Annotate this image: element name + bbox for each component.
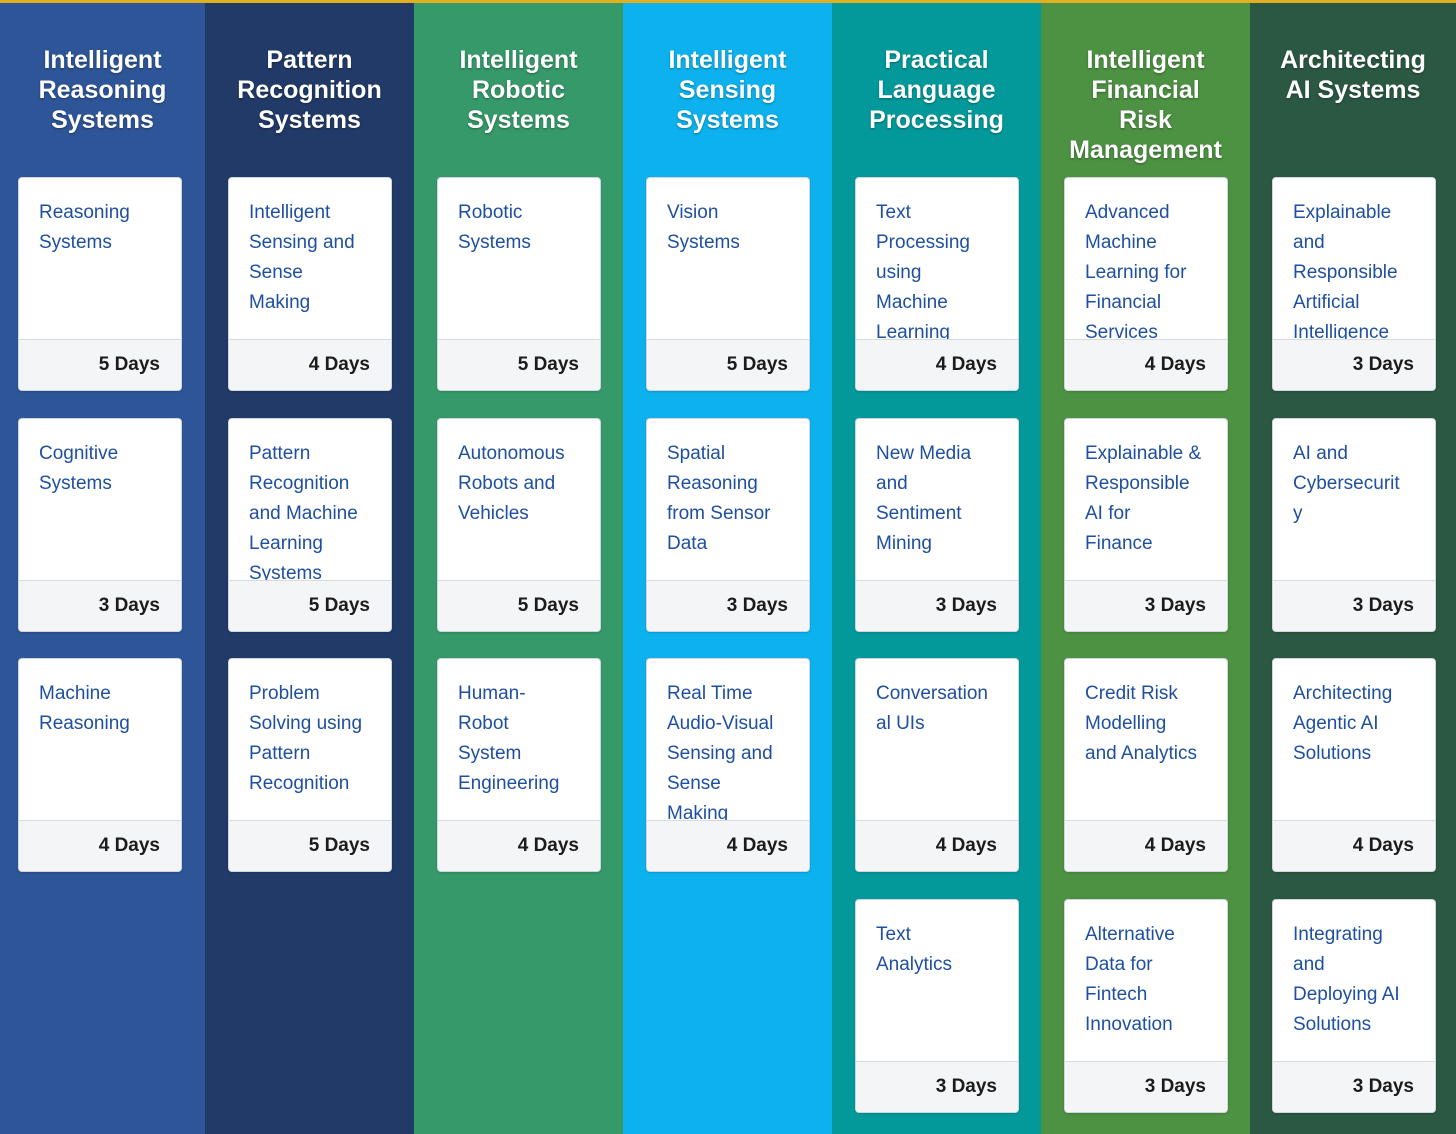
course-duration: 5 Days (19, 339, 181, 390)
course-duration: 3 Days (19, 580, 181, 631)
column-intelligent-sensing-systems: Intelligent Sensing Systems Vision Syste… (623, 3, 832, 1134)
course-duration: 5 Days (229, 580, 391, 631)
course-card[interactable]: Machine Reasoning 4 Days (18, 658, 182, 872)
course-title: Explainable and Responsible Artificial I… (1293, 202, 1398, 343)
column-intelligent-reasoning-systems: Intelligent Reasoning Systems Reasoning … (0, 3, 205, 1134)
course-title: New Media and Sentiment Mining (876, 443, 972, 554)
course-title: Robotic Systems (458, 202, 531, 253)
column-title: Intelligent Robotic Systems (459, 46, 578, 134)
course-card[interactable]: Advanced Machine Learning for Financial … (1064, 177, 1228, 391)
column-intelligent-robotic-systems: Intelligent Robotic Systems Robotic Syst… (414, 3, 623, 1134)
course-title: Pattern Recognition and Machine Learning… (249, 443, 358, 584)
course-duration: 4 Days (438, 820, 600, 871)
column-pattern-recognition-systems: Pattern Recognition Systems Intelligent … (205, 3, 414, 1134)
column-title: Architecting AI Systems (1280, 46, 1426, 104)
course-duration: 4 Days (856, 339, 1018, 390)
course-title: Text Analytics (876, 924, 953, 975)
course-title: Real Time Audio-Visual Sensing and Sense… (667, 683, 774, 824)
course-title: Reasoning Systems (39, 202, 130, 253)
course-card[interactable]: Vision Systems 5 Days (646, 177, 810, 391)
course-duration: 4 Days (647, 820, 809, 871)
course-card[interactable]: Reasoning Systems 5 Days (18, 177, 182, 391)
course-title: Machine Reasoning (39, 683, 130, 734)
course-title: Vision Systems (667, 202, 740, 253)
course-title: Text Processing using Machine Learning (876, 202, 970, 343)
course-title: Explainable & Responsible AI for Finance (1085, 443, 1202, 554)
column-architecting-ai-systems: Architecting AI Systems Explainable and … (1250, 3, 1456, 1134)
column-intelligent-financial-risk-management: Intelligent Financial Risk Management Ad… (1041, 3, 1250, 1134)
course-card[interactable]: Spatial Reasoning from Sensor Data 3 Day… (646, 418, 810, 632)
course-title: Architecting Agentic AI Solutions (1293, 683, 1393, 764)
course-duration: 3 Days (1273, 339, 1435, 390)
course-duration: 5 Days (438, 580, 600, 631)
course-card[interactable]: Text Processing using Machine Learning 4… (855, 177, 1019, 391)
course-title: AI and Cybersecurit y (1293, 443, 1400, 524)
course-card[interactable]: Credit Risk Modelling and Analytics 4 Da… (1064, 658, 1228, 872)
course-board: Intelligent Reasoning Systems Reasoning … (0, 3, 1456, 1134)
course-card[interactable]: Autonomous Robots and Vehicles 5 Days (437, 418, 601, 632)
course-title: Intelligent Sensing and Sense Making (249, 202, 355, 313)
course-title: Alternative Data for Fintech Innovation (1085, 924, 1175, 1035)
course-card[interactable]: Robotic Systems 5 Days (437, 177, 601, 391)
course-duration: 3 Days (1065, 580, 1227, 631)
course-title: Autonomous Robots and Vehicles (458, 443, 565, 524)
course-card[interactable]: Explainable & Responsible AI for Finance… (1064, 418, 1228, 632)
course-duration: 4 Days (1273, 820, 1435, 871)
course-duration: 3 Days (1273, 1061, 1435, 1112)
course-card[interactable]: Problem Solving using Pattern Recognitio… (228, 658, 392, 872)
course-duration: 5 Days (229, 820, 391, 871)
column-title: Pattern Recognition Systems (237, 46, 382, 134)
course-duration: 3 Days (856, 1061, 1018, 1112)
column-practical-language-processing: Practical Language Processing Text Proce… (832, 3, 1041, 1134)
course-card[interactable]: Conversation al UIs 4 Days (855, 658, 1019, 872)
course-card[interactable]: Integrating and Deploying AI Solutions 3… (1272, 899, 1436, 1113)
course-title: Problem Solving using Pattern Recognitio… (249, 683, 363, 794)
course-card[interactable]: Real Time Audio-Visual Sensing and Sense… (646, 658, 810, 872)
column-title: Intelligent Reasoning Systems (38, 46, 167, 134)
course-duration: 3 Days (856, 580, 1018, 631)
course-duration: 4 Days (19, 820, 181, 871)
course-title: Integrating and Deploying AI Solutions (1293, 924, 1400, 1035)
course-card[interactable]: Human- Robot System Engineering 4 Days (437, 658, 601, 872)
course-card[interactable]: Explainable and Responsible Artificial I… (1272, 177, 1436, 391)
course-card[interactable]: Cognitive Systems 3 Days (18, 418, 182, 632)
course-card[interactable]: Intelligent Sensing and Sense Making 4 D… (228, 177, 392, 391)
course-card[interactable]: Text Analytics 3 Days (855, 899, 1019, 1113)
course-title: Spatial Reasoning from Sensor Data (667, 443, 771, 554)
course-title: Human- Robot System Engineering (458, 683, 560, 794)
course-duration: 3 Days (1273, 580, 1435, 631)
course-title: Credit Risk Modelling and Analytics (1085, 683, 1197, 764)
course-duration: 5 Days (647, 339, 809, 390)
course-duration: 4 Days (1065, 339, 1227, 390)
course-duration: 5 Days (438, 339, 600, 390)
course-card[interactable]: Architecting Agentic AI Solutions 4 Days (1272, 658, 1436, 872)
course-duration: 4 Days (1065, 820, 1227, 871)
course-duration: 4 Days (229, 339, 391, 390)
course-duration: 3 Days (647, 580, 809, 631)
column-title: Practical Language Processing (869, 46, 1004, 134)
course-title: Advanced Machine Learning for Financial … (1085, 202, 1187, 343)
course-duration: 4 Days (856, 820, 1018, 871)
course-title: Cognitive Systems (39, 443, 119, 494)
column-title: Intelligent Financial Risk Management (1069, 46, 1222, 164)
course-title: Conversation al UIs (876, 683, 988, 734)
course-card[interactable]: New Media and Sentiment Mining 3 Days (855, 418, 1019, 632)
course-card[interactable]: Pattern Recognition and Machine Learning… (228, 418, 392, 632)
course-duration: 3 Days (1065, 1061, 1227, 1112)
column-title: Intelligent Sensing Systems (668, 46, 787, 134)
top-accent-line (0, 0, 1456, 3)
course-card[interactable]: AI and Cybersecurit y 3 Days (1272, 418, 1436, 632)
course-card[interactable]: Alternative Data for Fintech Innovation … (1064, 899, 1228, 1113)
